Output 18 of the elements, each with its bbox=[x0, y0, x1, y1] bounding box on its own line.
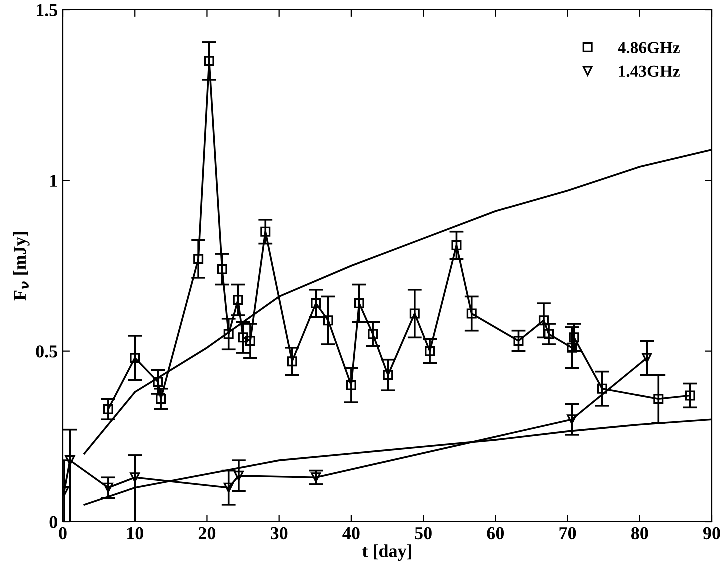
x-axis-title: t [day] bbox=[362, 544, 412, 562]
y-tick-label: 0 bbox=[50, 516, 58, 528]
x-tick-label: 10 bbox=[128, 527, 144, 540]
x-tick-label: 40 bbox=[342, 527, 360, 540]
legend-label: 4.86GHz bbox=[618, 42, 680, 54]
x-tick-label: 20 bbox=[198, 527, 216, 540]
legend-label: 1.43GHz bbox=[619, 66, 680, 78]
x-tick-label: 0 bbox=[59, 527, 67, 540]
x-tick-label: 50 bbox=[415, 527, 432, 540]
y-tick-label: 1 bbox=[50, 175, 58, 187]
x-tick-label: 80 bbox=[631, 527, 648, 540]
x-tick-label: 70 bbox=[560, 527, 576, 540]
y-axis-title: F$_{ν}$ [mJy] bbox=[13, 232, 30, 301]
y-tick-label: 1.5 bbox=[37, 4, 58, 17]
x-tick-label: 30 bbox=[270, 527, 288, 540]
y-tick-label: 0.5 bbox=[36, 346, 58, 358]
x-tick-label: 60 bbox=[487, 527, 504, 540]
x-tick-label: 90 bbox=[703, 527, 720, 540]
